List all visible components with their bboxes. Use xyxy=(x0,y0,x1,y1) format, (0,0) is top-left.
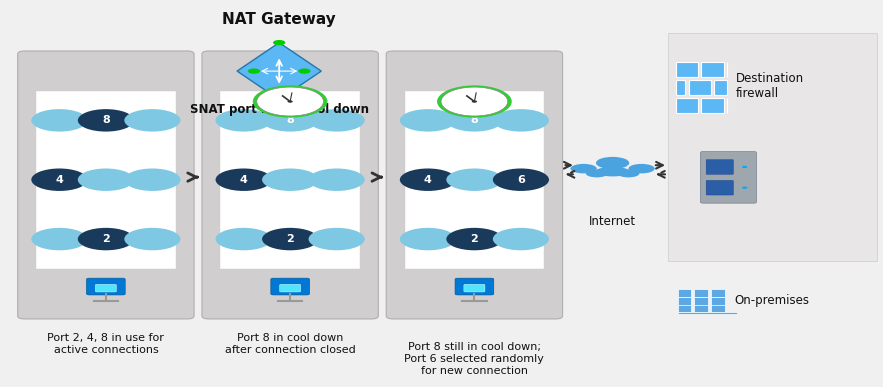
Text: 2: 2 xyxy=(286,234,294,244)
Ellipse shape xyxy=(400,168,456,191)
Polygon shape xyxy=(237,43,321,99)
FancyBboxPatch shape xyxy=(701,62,723,77)
FancyBboxPatch shape xyxy=(712,296,725,305)
Ellipse shape xyxy=(400,228,456,250)
Ellipse shape xyxy=(78,228,134,250)
FancyBboxPatch shape xyxy=(714,80,727,95)
Text: Destination
firewall: Destination firewall xyxy=(736,72,804,100)
Ellipse shape xyxy=(262,109,318,132)
Ellipse shape xyxy=(262,228,318,250)
Circle shape xyxy=(437,86,512,118)
Circle shape xyxy=(288,100,293,103)
FancyBboxPatch shape xyxy=(706,180,734,195)
Text: Port 2, 4, 8 in use for
active connections: Port 2, 4, 8 in use for active connectio… xyxy=(48,333,164,354)
FancyBboxPatch shape xyxy=(95,284,117,292)
Ellipse shape xyxy=(446,168,502,191)
Text: 8: 8 xyxy=(286,115,294,125)
FancyBboxPatch shape xyxy=(675,62,698,77)
FancyBboxPatch shape xyxy=(706,160,734,174)
FancyBboxPatch shape xyxy=(675,80,685,95)
FancyBboxPatch shape xyxy=(677,289,691,298)
Ellipse shape xyxy=(308,228,365,250)
Circle shape xyxy=(273,40,285,45)
FancyBboxPatch shape xyxy=(455,278,494,295)
Ellipse shape xyxy=(31,109,87,132)
Text: NAT Gateway: NAT Gateway xyxy=(223,12,336,27)
Text: 8: 8 xyxy=(102,115,109,125)
FancyBboxPatch shape xyxy=(701,98,723,113)
Text: Internet: Internet xyxy=(589,215,636,228)
FancyBboxPatch shape xyxy=(677,304,691,312)
Ellipse shape xyxy=(595,167,630,176)
Circle shape xyxy=(472,100,477,103)
Ellipse shape xyxy=(493,168,549,191)
Ellipse shape xyxy=(215,228,272,250)
Ellipse shape xyxy=(215,109,272,132)
FancyBboxPatch shape xyxy=(221,91,360,269)
Text: On-premises: On-premises xyxy=(735,294,810,307)
FancyBboxPatch shape xyxy=(694,289,708,298)
Ellipse shape xyxy=(125,109,180,132)
Ellipse shape xyxy=(31,228,87,250)
Ellipse shape xyxy=(617,170,639,177)
Circle shape xyxy=(442,87,508,116)
Circle shape xyxy=(257,87,323,116)
Ellipse shape xyxy=(596,157,630,169)
FancyBboxPatch shape xyxy=(202,51,378,319)
Text: 4: 4 xyxy=(239,175,247,185)
FancyBboxPatch shape xyxy=(271,278,309,295)
Circle shape xyxy=(253,86,328,118)
Text: 8: 8 xyxy=(471,115,479,125)
Ellipse shape xyxy=(446,228,502,250)
Ellipse shape xyxy=(308,168,365,191)
Ellipse shape xyxy=(629,164,654,173)
FancyBboxPatch shape xyxy=(675,98,698,113)
FancyBboxPatch shape xyxy=(689,80,711,95)
Circle shape xyxy=(273,97,285,102)
Circle shape xyxy=(742,166,747,168)
Ellipse shape xyxy=(446,109,502,132)
Ellipse shape xyxy=(31,168,87,191)
Circle shape xyxy=(248,68,260,74)
FancyBboxPatch shape xyxy=(386,51,562,319)
Text: Port 8 in cool down
after connection closed: Port 8 in cool down after connection clo… xyxy=(225,333,356,354)
FancyBboxPatch shape xyxy=(712,304,725,312)
Ellipse shape xyxy=(215,168,272,191)
Ellipse shape xyxy=(78,168,134,191)
Ellipse shape xyxy=(125,228,180,250)
FancyBboxPatch shape xyxy=(36,91,176,269)
Circle shape xyxy=(742,187,747,189)
Text: 4: 4 xyxy=(424,175,432,185)
Ellipse shape xyxy=(78,109,134,132)
Text: 2: 2 xyxy=(102,234,109,244)
Circle shape xyxy=(298,68,311,74)
Ellipse shape xyxy=(125,168,180,191)
FancyBboxPatch shape xyxy=(87,278,125,295)
FancyBboxPatch shape xyxy=(677,296,691,305)
Text: SNAT port reuse cool down: SNAT port reuse cool down xyxy=(190,103,369,116)
Ellipse shape xyxy=(585,170,608,177)
FancyBboxPatch shape xyxy=(464,284,485,292)
Text: 6: 6 xyxy=(517,175,525,185)
Ellipse shape xyxy=(308,109,365,132)
FancyBboxPatch shape xyxy=(404,91,544,269)
FancyBboxPatch shape xyxy=(280,284,301,292)
FancyBboxPatch shape xyxy=(694,296,708,305)
Ellipse shape xyxy=(400,109,456,132)
FancyBboxPatch shape xyxy=(700,152,757,203)
Text: Port 8 still in cool down;
Port 6 selected randomly
for new connection: Port 8 still in cool down; Port 6 select… xyxy=(404,342,544,376)
Ellipse shape xyxy=(262,168,318,191)
Ellipse shape xyxy=(493,228,549,250)
FancyBboxPatch shape xyxy=(694,304,708,312)
FancyBboxPatch shape xyxy=(712,289,725,298)
Ellipse shape xyxy=(493,109,549,132)
FancyBboxPatch shape xyxy=(677,312,737,314)
Text: 4: 4 xyxy=(56,175,64,185)
FancyBboxPatch shape xyxy=(18,51,194,319)
Text: 2: 2 xyxy=(471,234,479,244)
FancyBboxPatch shape xyxy=(668,33,877,261)
Ellipse shape xyxy=(570,164,597,173)
